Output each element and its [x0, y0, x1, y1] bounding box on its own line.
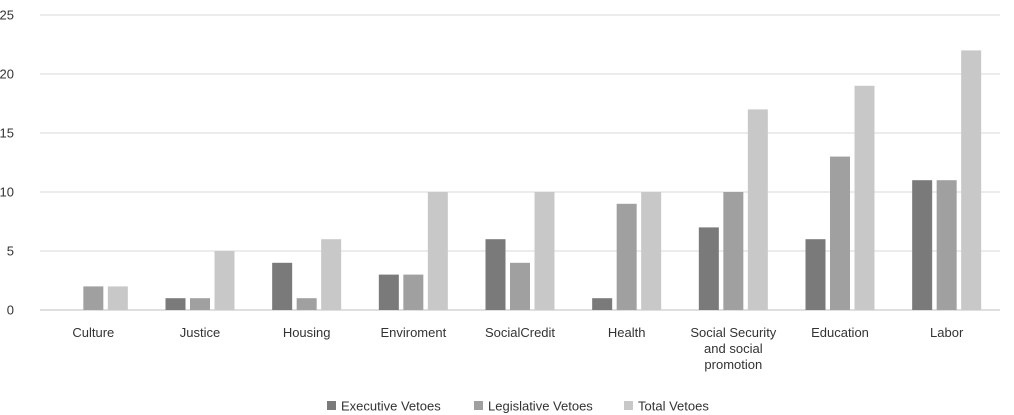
x-tick-label-line: and social — [704, 341, 763, 356]
x-tick-label-line: Education — [811, 325, 869, 340]
bar — [698, 227, 719, 310]
x-tick-label-line: Health — [608, 325, 646, 340]
x-tick-label-line: Social Security — [690, 325, 776, 340]
y-tick-label: 25 — [0, 8, 14, 23]
bar — [747, 109, 768, 311]
bar — [427, 192, 448, 310]
y-tick-label: 5 — [7, 244, 14, 259]
legend-swatch — [474, 401, 483, 410]
bar — [592, 298, 613, 310]
x-tick-label-line: SocialCredit — [485, 325, 555, 340]
bar — [936, 180, 957, 310]
bar — [723, 192, 744, 310]
x-tick-label: Education — [811, 325, 869, 340]
bar — [961, 50, 982, 311]
y-tick-label: 15 — [0, 126, 14, 141]
x-tick-label: Enviroment — [380, 325, 446, 340]
bar — [616, 203, 637, 310]
x-tick-label: Health — [608, 325, 646, 340]
x-tick-label-line: promotion — [704, 357, 762, 372]
bar — [321, 239, 342, 310]
bar — [912, 180, 933, 310]
bar — [830, 156, 850, 310]
legend-swatch — [624, 401, 633, 410]
bar — [403, 274, 424, 310]
x-tick-label-line: Housing — [283, 325, 331, 340]
legend-label: Legislative Vetoes — [488, 399, 593, 414]
bar — [378, 274, 399, 310]
x-tick-label-line: Culture — [72, 325, 114, 340]
bar — [805, 239, 826, 310]
y-axis-ticks: 0 5 10 15 20 25 — [0, 8, 14, 318]
x-tick-label: Culture — [72, 325, 114, 340]
y-tick-label: 10 — [0, 185, 14, 200]
bar — [534, 192, 555, 310]
legend-label: Total Vetoes — [638, 399, 709, 414]
bar — [214, 251, 235, 310]
bar — [83, 286, 104, 310]
bar — [165, 298, 186, 310]
x-tick-label: Social Security and social promotion — [690, 325, 776, 372]
bar — [107, 286, 128, 310]
bars — [83, 50, 982, 311]
bar — [190, 298, 210, 310]
x-tick-label: SocialCredit — [485, 325, 555, 340]
y-tick-label: 0 — [7, 303, 14, 318]
x-tick-label: Justice — [180, 325, 220, 340]
x-tick-label: Labor — [930, 325, 964, 340]
legend: Executive Vetoes Legislative Vetoes Total … — [327, 399, 709, 414]
bar — [854, 85, 875, 310]
y-tick-label: 20 — [0, 67, 14, 82]
bar — [510, 262, 530, 310]
bar — [485, 239, 506, 310]
legend-label: Executive Vetoes — [341, 399, 441, 414]
bar — [296, 298, 317, 310]
x-tick-label: Housing — [283, 325, 331, 340]
x-tick-label-line: Labor — [930, 325, 964, 340]
legend-swatch — [327, 401, 336, 410]
x-tick-label-line: Justice — [180, 325, 220, 340]
bar — [272, 262, 293, 310]
bar — [641, 192, 662, 310]
x-axis-labels: Culture Justice Housing Enviroment SocialCre… — [72, 325, 964, 372]
x-tick-label-line: Enviroment — [380, 325, 446, 340]
